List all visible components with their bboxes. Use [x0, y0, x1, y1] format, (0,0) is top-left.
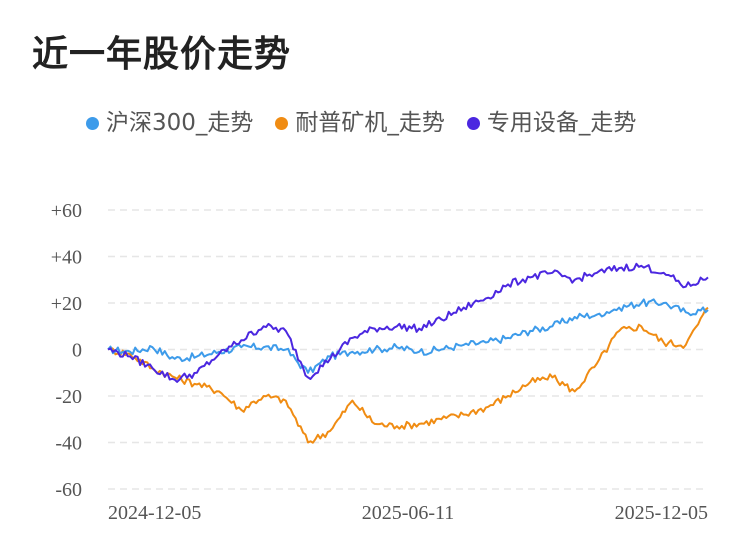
legend-dot-hs300 — [86, 116, 99, 130]
y-tick-label: -40 — [55, 433, 82, 455]
x-tick-label: 2024-12-05 — [108, 502, 201, 524]
y-axis-ticks: +60 +40 +20 0 -20 -40 -60 — [51, 200, 82, 501]
series-line-special-equipment — [107, 262, 709, 383]
series-lines — [107, 262, 709, 444]
legend-dot-naipu — [275, 116, 289, 130]
x-axis-ticks: 2024-12-05 2025-06-11 2025-12-05 — [108, 502, 708, 524]
y-tick-label: +40 — [51, 247, 82, 269]
x-tick-label: 2025-12-05 — [615, 502, 708, 524]
y-tick-label: +20 — [51, 293, 82, 315]
legend-item-hs300[interactable]: 沪深300_走势 — [86, 106, 253, 140]
y-tick-label: -20 — [55, 386, 82, 408]
legend-label-naipu: 耐普矿机_走势 — [295, 110, 445, 136]
legend-label-special-equipment: 专用设备_走势 — [486, 110, 637, 136]
y-tick-label: -60 — [55, 479, 82, 501]
y-tick-label: 0 — [72, 340, 82, 362]
legend-item-naipu[interactable]: 耐普矿机_走势 — [275, 106, 445, 140]
legend-label-hs300: 沪深300_走势 — [106, 110, 254, 136]
y-tick-label: +60 — [51, 200, 82, 222]
chart-legend: 沪深300_走势 耐普矿机_走势 专用设备_走势 — [86, 106, 658, 140]
x-tick-label: 2025-06-11 — [362, 502, 455, 524]
chart-title: 近一年股价走势 — [32, 34, 292, 75]
gridlines — [108, 209, 708, 490]
series-line-hs300 — [107, 298, 709, 374]
legend-dot-special-equipment — [466, 116, 480, 130]
legend-item-special-equipment[interactable]: 专用设备_走势 — [466, 106, 637, 140]
series-line-naipu — [107, 306, 709, 444]
